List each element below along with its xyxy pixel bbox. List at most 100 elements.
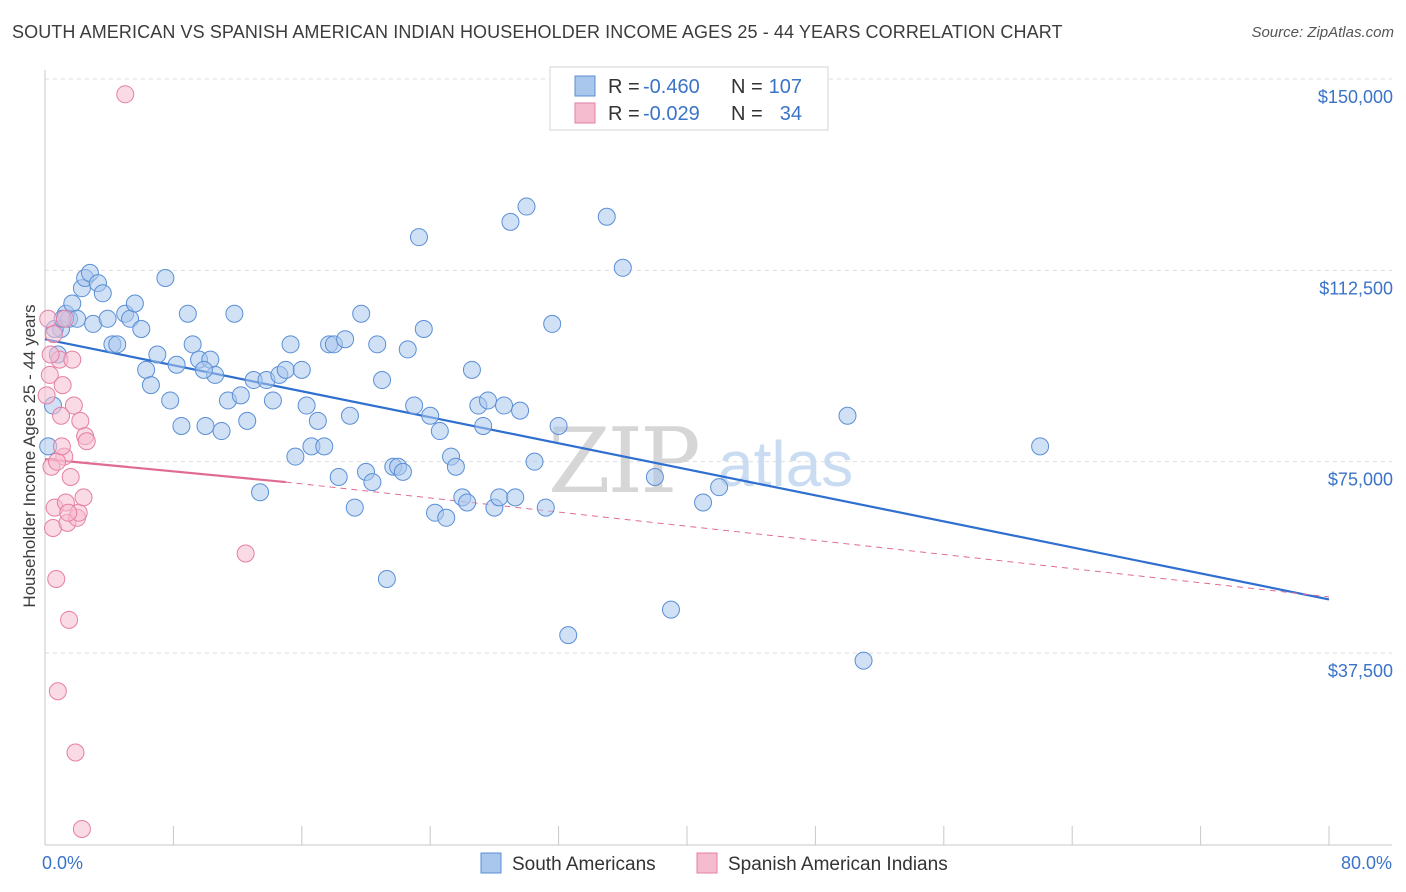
data-point-south-americans bbox=[345, 498, 364, 517]
data-point-south-americans bbox=[212, 422, 231, 441]
data-point-south-americans bbox=[474, 416, 493, 435]
data-point-south-americans bbox=[225, 304, 244, 323]
data-point-south-americans bbox=[93, 284, 112, 303]
data-point-south-americans bbox=[368, 335, 387, 354]
x-ticks bbox=[44, 826, 1330, 845]
data-point-south-americans bbox=[430, 422, 449, 441]
data-point-spanish-american-indians bbox=[66, 743, 85, 762]
data-point-south-americans bbox=[517, 197, 536, 216]
watermark: ZIP atlas bbox=[548, 409, 853, 514]
data-point-south-americans bbox=[238, 411, 257, 430]
data-point-south-americans bbox=[167, 355, 186, 374]
data-point-south-americans bbox=[645, 467, 664, 486]
grid-lines bbox=[45, 78, 1392, 654]
legend-n-label-2: N = bbox=[731, 103, 763, 125]
data-point-south-americans bbox=[297, 396, 316, 415]
data-point-south-americans bbox=[543, 314, 562, 333]
data-point-south-americans bbox=[263, 391, 282, 410]
data-point-south-americans bbox=[549, 416, 568, 435]
legend-n-value-1: 107 bbox=[769, 76, 802, 98]
y-tick-label: $112,500 bbox=[1319, 278, 1393, 298]
data-point-south-americans bbox=[286, 447, 305, 466]
data-point-spanish-american-indians bbox=[40, 365, 59, 384]
data-point-spanish-american-indians bbox=[44, 325, 63, 344]
y-axis-title: Householder Income Ages 25 - 44 years bbox=[20, 304, 39, 607]
data-point-south-americans bbox=[276, 360, 295, 379]
data-point-south-americans bbox=[251, 483, 270, 502]
legend-box bbox=[549, 66, 829, 131]
data-point-south-americans bbox=[462, 360, 481, 379]
data-point-south-americans bbox=[194, 360, 213, 379]
data-point-south-americans bbox=[511, 401, 530, 420]
data-point-south-americans bbox=[506, 488, 525, 507]
data-point-spanish-american-indians bbox=[74, 488, 93, 507]
data-point-south-americans bbox=[137, 360, 156, 379]
y-tick-label: $150,000 bbox=[1318, 87, 1393, 107]
trend-line-south-americans bbox=[44, 338, 1330, 601]
data-point-south-americans bbox=[161, 391, 180, 410]
data-point-south-americans bbox=[559, 626, 578, 645]
data-point-south-americans bbox=[414, 320, 433, 339]
data-point-spanish-american-indians bbox=[63, 350, 82, 369]
legend-r-label-2: R = bbox=[608, 103, 640, 125]
data-point-spanish-american-indians bbox=[52, 406, 71, 425]
watermark-zip: ZIP bbox=[548, 409, 698, 514]
data-point-south-americans bbox=[377, 570, 396, 589]
data-point-south-americans bbox=[231, 386, 250, 405]
y-tick-label: $75,000 bbox=[1328, 470, 1393, 490]
data-point-south-americans bbox=[446, 457, 465, 476]
data-point-south-americans bbox=[501, 212, 520, 231]
data-point-spanish-american-indians bbox=[47, 570, 66, 589]
data-point-south-americans bbox=[838, 406, 857, 425]
data-point-south-americans bbox=[437, 508, 456, 527]
y-tick-labels: $37,500 $75,000 $112,500 $150,000 bbox=[1318, 87, 1393, 681]
trend-line-spanish-american-indians bbox=[44, 458, 286, 484]
data-point-south-americans bbox=[393, 462, 412, 481]
data-point-south-americans bbox=[409, 228, 428, 247]
data-point-south-americans bbox=[178, 304, 197, 323]
data-point-spanish-american-indians bbox=[52, 437, 71, 456]
data-point-spanish-american-indians bbox=[71, 411, 90, 430]
bottom-legend-swatch-blue bbox=[480, 852, 502, 874]
x-tick-label-max: 80.0% bbox=[1341, 853, 1392, 873]
data-point-south-americans bbox=[421, 406, 440, 425]
data-point-south-americans bbox=[536, 498, 555, 517]
bottom-legend-swatch-pink bbox=[696, 852, 718, 874]
data-point-south-americans bbox=[141, 376, 160, 395]
data-point-south-americans bbox=[490, 488, 509, 507]
data-point-spanish-american-indians bbox=[56, 309, 75, 328]
data-point-south-americans bbox=[156, 268, 175, 287]
data-point-south-americans bbox=[292, 360, 311, 379]
series-south-americans bbox=[39, 197, 1050, 670]
data-point-south-americans bbox=[661, 600, 680, 619]
data-point-south-americans bbox=[196, 416, 215, 435]
trend-line-spanish-american-indians-extension bbox=[285, 481, 1330, 598]
data-point-south-americans bbox=[148, 345, 167, 364]
data-point-south-americans bbox=[710, 478, 729, 497]
data-point-spanish-american-indians bbox=[37, 386, 56, 405]
data-point-south-americans bbox=[478, 391, 497, 410]
legend-n-label-1: N = bbox=[731, 76, 763, 98]
data-point-south-americans bbox=[132, 320, 151, 339]
data-point-south-americans bbox=[98, 309, 117, 328]
series-spanish-american-indians bbox=[37, 85, 255, 839]
legend-r-label-1: R = bbox=[608, 76, 640, 98]
data-point-south-americans bbox=[458, 493, 477, 512]
data-point-south-americans bbox=[1031, 437, 1050, 456]
data-point-south-americans bbox=[597, 207, 616, 226]
data-point-south-americans bbox=[405, 396, 424, 415]
data-point-south-americans bbox=[172, 416, 191, 435]
data-point-spanish-american-indians bbox=[116, 85, 135, 104]
data-point-south-americans bbox=[336, 330, 355, 349]
chart-title: SOUTH AMERICAN VS SPANISH AMERICAN INDIA… bbox=[12, 22, 1063, 42]
legend-n-value-2: 34 bbox=[780, 103, 802, 125]
correlation-legend: R = -0.460 N = 107 R = -0.029 N = 34 bbox=[549, 66, 829, 131]
legend-swatch-blue bbox=[574, 75, 596, 97]
data-point-south-americans bbox=[125, 294, 144, 313]
data-point-spanish-american-indians bbox=[236, 544, 255, 563]
bottom-legend-label-1: South Americans bbox=[512, 854, 656, 875]
data-point-south-americans bbox=[854, 651, 873, 670]
data-point-spanish-american-indians bbox=[64, 396, 83, 415]
y-tick-label: $37,500 bbox=[1328, 661, 1393, 681]
